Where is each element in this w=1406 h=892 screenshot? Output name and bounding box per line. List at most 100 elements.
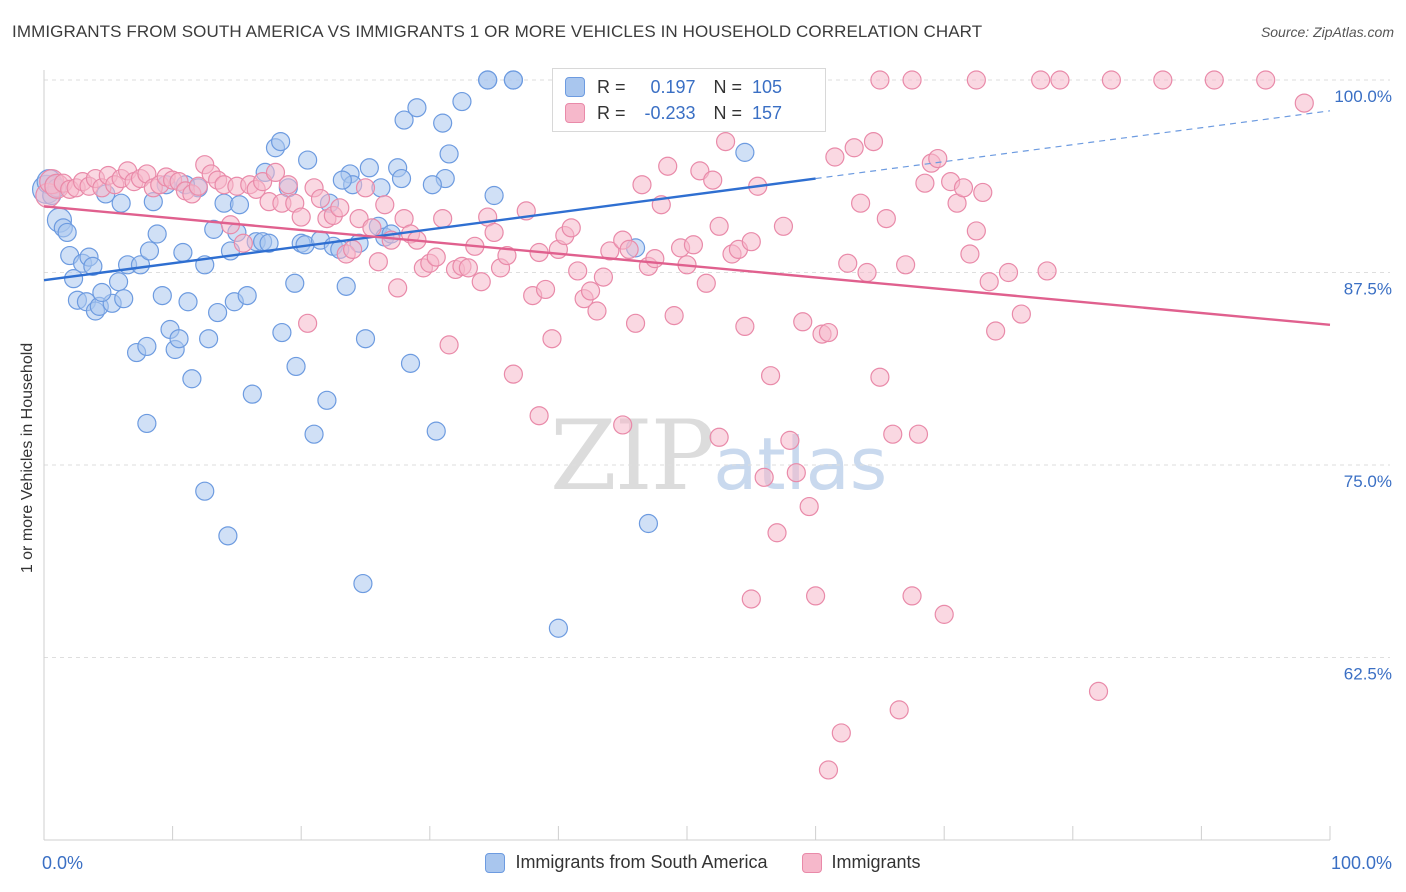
point-south-america bbox=[152, 286, 172, 306]
stats-legend-row-pink: R = -0.233 N = 157 bbox=[565, 101, 782, 125]
point-immigrants bbox=[593, 267, 614, 287]
point-south-america bbox=[137, 336, 157, 357]
point-immigrants bbox=[709, 216, 729, 236]
point-south-america bbox=[199, 329, 219, 349]
point-immigrants bbox=[953, 178, 974, 198]
point-immigrants bbox=[696, 273, 716, 293]
point-immigrants bbox=[568, 261, 588, 281]
point-immigrants bbox=[915, 173, 935, 193]
point-immigrants bbox=[851, 193, 871, 213]
point-south-america bbox=[336, 276, 356, 296]
r-label: R = bbox=[597, 102, 626, 123]
point-south-america bbox=[439, 144, 459, 164]
y-tick-label: 100.0% bbox=[1334, 87, 1392, 106]
point-south-america bbox=[359, 158, 379, 178]
point-south-america bbox=[111, 193, 131, 213]
r-value-blue: 0.197 bbox=[650, 76, 696, 97]
point-immigrants bbox=[960, 244, 980, 264]
legend-label-south-america: Immigrants from South America bbox=[515, 852, 768, 872]
point-immigrants bbox=[298, 313, 318, 333]
point-immigrants bbox=[741, 589, 761, 609]
point-south-america bbox=[108, 272, 129, 292]
n-label: N = bbox=[713, 102, 743, 123]
point-immigrants bbox=[368, 252, 388, 272]
point-immigrants bbox=[1050, 70, 1070, 90]
point-south-america bbox=[452, 91, 472, 112]
point-immigrants bbox=[613, 415, 633, 435]
point-south-america bbox=[259, 233, 279, 253]
point-immigrants bbox=[703, 170, 723, 190]
point-immigrants bbox=[741, 232, 761, 252]
point-immigrants bbox=[902, 586, 922, 606]
point-immigrants bbox=[979, 272, 999, 292]
point-immigrants bbox=[902, 70, 922, 90]
watermark: ZIPatlas bbox=[550, 400, 887, 512]
point-south-america bbox=[139, 241, 160, 261]
point-immigrants bbox=[426, 247, 446, 267]
point-immigrants bbox=[310, 188, 331, 209]
point-immigrants bbox=[1256, 70, 1276, 90]
point-south-america bbox=[304, 424, 324, 444]
point-immigrants bbox=[780, 430, 800, 450]
point-immigrants bbox=[805, 586, 826, 606]
legend-swatch-south-america bbox=[485, 852, 506, 873]
point-south-america bbox=[286, 356, 306, 377]
point-south-america bbox=[137, 413, 157, 434]
point-immigrants bbox=[735, 316, 755, 336]
stats-legend-row-blue: R = 0.197 N = 105 bbox=[565, 75, 782, 99]
point-south-america bbox=[394, 110, 414, 130]
point-immigrants bbox=[497, 245, 517, 266]
trend-line-immigrants bbox=[43, 205, 1331, 327]
point-immigrants bbox=[188, 176, 208, 196]
legend-item-immigrants: Immigrants bbox=[801, 852, 921, 873]
point-immigrants bbox=[1011, 304, 1031, 324]
point-immigrants bbox=[265, 162, 286, 182]
point-south-america bbox=[484, 185, 504, 206]
point-south-america bbox=[242, 384, 262, 404]
point-south-america bbox=[272, 322, 292, 343]
point-immigrants bbox=[928, 148, 948, 169]
point-south-america bbox=[426, 421, 446, 441]
point-immigrants bbox=[580, 281, 601, 301]
point-immigrants bbox=[645, 249, 665, 269]
point-south-america bbox=[391, 168, 412, 189]
y-tick-label: 62.5% bbox=[1344, 665, 1392, 684]
point-immigrants bbox=[503, 364, 523, 384]
point-immigrants bbox=[908, 424, 929, 444]
n-label: N = bbox=[713, 76, 743, 97]
point-south-america bbox=[57, 222, 77, 243]
point-south-america bbox=[285, 273, 305, 293]
r-value-pink: -0.233 bbox=[644, 102, 696, 123]
point-immigrants bbox=[966, 221, 986, 241]
point-south-america bbox=[317, 390, 337, 410]
point-immigrants bbox=[619, 239, 639, 259]
point-south-america bbox=[173, 242, 193, 263]
point-immigrants bbox=[291, 207, 311, 227]
point-immigrants bbox=[998, 262, 1019, 283]
point-immigrants bbox=[973, 182, 993, 203]
chart-title: IMMIGRANTS FROM SOUTH AMERICA VS IMMIGRA… bbox=[12, 22, 983, 41]
point-immigrants bbox=[632, 175, 652, 195]
point-immigrants bbox=[658, 156, 678, 176]
n-value-pink: 157 bbox=[752, 102, 783, 123]
point-south-america bbox=[355, 329, 376, 349]
point-south-america bbox=[114, 289, 134, 309]
point-south-america bbox=[638, 513, 659, 534]
point-south-america bbox=[400, 353, 421, 373]
point-immigrants bbox=[876, 209, 896, 229]
point-immigrants bbox=[799, 496, 819, 517]
point-south-america bbox=[237, 286, 257, 306]
point-immigrants bbox=[362, 218, 382, 238]
point-immigrants bbox=[471, 272, 491, 292]
point-immigrants bbox=[825, 147, 845, 167]
point-immigrants bbox=[433, 209, 453, 229]
point-immigrants bbox=[754, 467, 774, 487]
legend-label-immigrants: Immigrants bbox=[831, 852, 921, 872]
legend-swatch-blue bbox=[565, 77, 585, 97]
point-immigrants bbox=[863, 132, 884, 152]
point-south-america bbox=[92, 282, 112, 303]
point-immigrants bbox=[690, 161, 710, 181]
point-immigrants bbox=[278, 175, 298, 195]
point-immigrants bbox=[388, 278, 408, 298]
